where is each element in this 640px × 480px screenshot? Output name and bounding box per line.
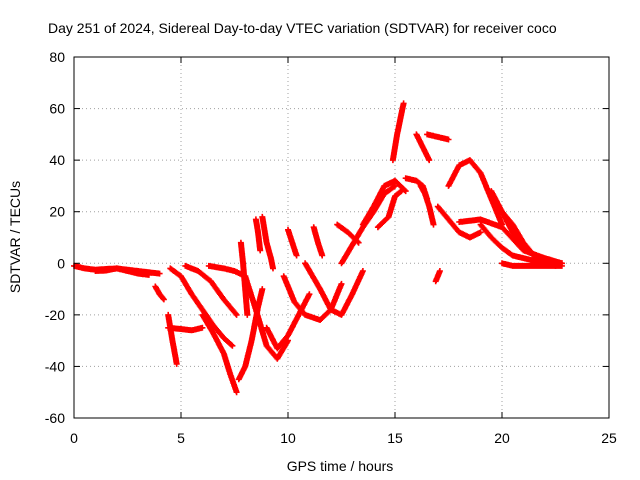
series-track-12 <box>252 216 264 254</box>
data-series <box>71 100 565 396</box>
data-track-markers <box>432 268 443 285</box>
y-tick-label: -60 <box>45 410 65 426</box>
y-tick-label: 0 <box>57 255 65 271</box>
data-track-markers <box>92 265 152 278</box>
series-track-04 <box>165 311 180 367</box>
series-track-17 <box>280 273 345 323</box>
series-track-14 <box>259 213 276 272</box>
series-track-07 <box>182 262 240 318</box>
series-track-13 <box>242 273 291 362</box>
data-track-markers <box>374 188 405 231</box>
chart-title: Day 251 of 2024, Sidereal Day-to-day VTE… <box>48 20 557 36</box>
y-tick-label: 40 <box>49 152 65 168</box>
y-tick-label: 60 <box>49 101 65 117</box>
data-track-markers <box>252 216 264 254</box>
y-axis-title: SDTVAR / TECUs <box>7 181 23 293</box>
data-track-markers <box>338 182 398 267</box>
data-track-markers <box>280 273 345 323</box>
data-track-markers <box>302 260 366 318</box>
data-track-markers <box>424 131 452 143</box>
data-track-markers <box>165 311 180 367</box>
series-track-03 <box>152 283 167 303</box>
series-track-30 <box>434 203 484 241</box>
y-tick-label: -20 <box>45 307 65 323</box>
series-track-26 <box>413 131 433 164</box>
axis-ticks: 0 5 10 15 20 25 -60 -40 -20 0 20 40 60 80 <box>45 49 617 446</box>
data-track-markers <box>165 324 206 334</box>
data-track-markers <box>242 273 291 362</box>
series-track-28 <box>432 268 443 285</box>
series-track-16 <box>285 226 300 259</box>
series-track-05 <box>165 324 206 334</box>
data-track-markers <box>389 100 407 164</box>
y-tick-label: 20 <box>49 204 65 220</box>
data-track-markers <box>417 182 437 228</box>
series-track-19 <box>302 260 366 318</box>
x-axis-title: GPS time / hours <box>287 458 394 474</box>
series-track-36 <box>499 260 565 269</box>
series-track-18 <box>310 224 326 259</box>
data-track-markers <box>499 260 565 269</box>
plot-frame <box>73 56 610 419</box>
y-tick-label: 80 <box>49 49 65 65</box>
series-track-27 <box>417 182 437 228</box>
data-track-markers <box>259 213 276 272</box>
series-track-22 <box>359 177 409 228</box>
data-track-markers <box>434 203 484 241</box>
series-track-08 <box>199 311 240 396</box>
data-track-markers <box>310 224 326 259</box>
series-track-23 <box>374 188 405 231</box>
data-track-markers <box>359 177 409 228</box>
series-track-21 <box>338 182 398 267</box>
y-tick-label: -40 <box>45 358 65 374</box>
data-track-markers <box>152 283 167 303</box>
data-track-markers <box>167 265 236 349</box>
x-tick-label: 15 <box>387 430 403 446</box>
series-track-06 <box>167 265 236 349</box>
series-track-24 <box>389 100 407 164</box>
x-tick-label: 25 <box>601 430 617 446</box>
x-tick-label: 20 <box>494 430 510 446</box>
series-track-29 <box>424 131 452 143</box>
data-track-markers <box>413 131 433 164</box>
data-track-markers <box>285 226 300 259</box>
x-tick-label: 10 <box>280 430 296 446</box>
data-track-markers <box>199 311 240 396</box>
series-track-02 <box>92 265 152 278</box>
x-tick-label: 0 <box>70 430 78 446</box>
x-tick-label: 5 <box>177 430 185 446</box>
grid-lines <box>74 57 609 418</box>
data-track-markers <box>182 262 240 318</box>
